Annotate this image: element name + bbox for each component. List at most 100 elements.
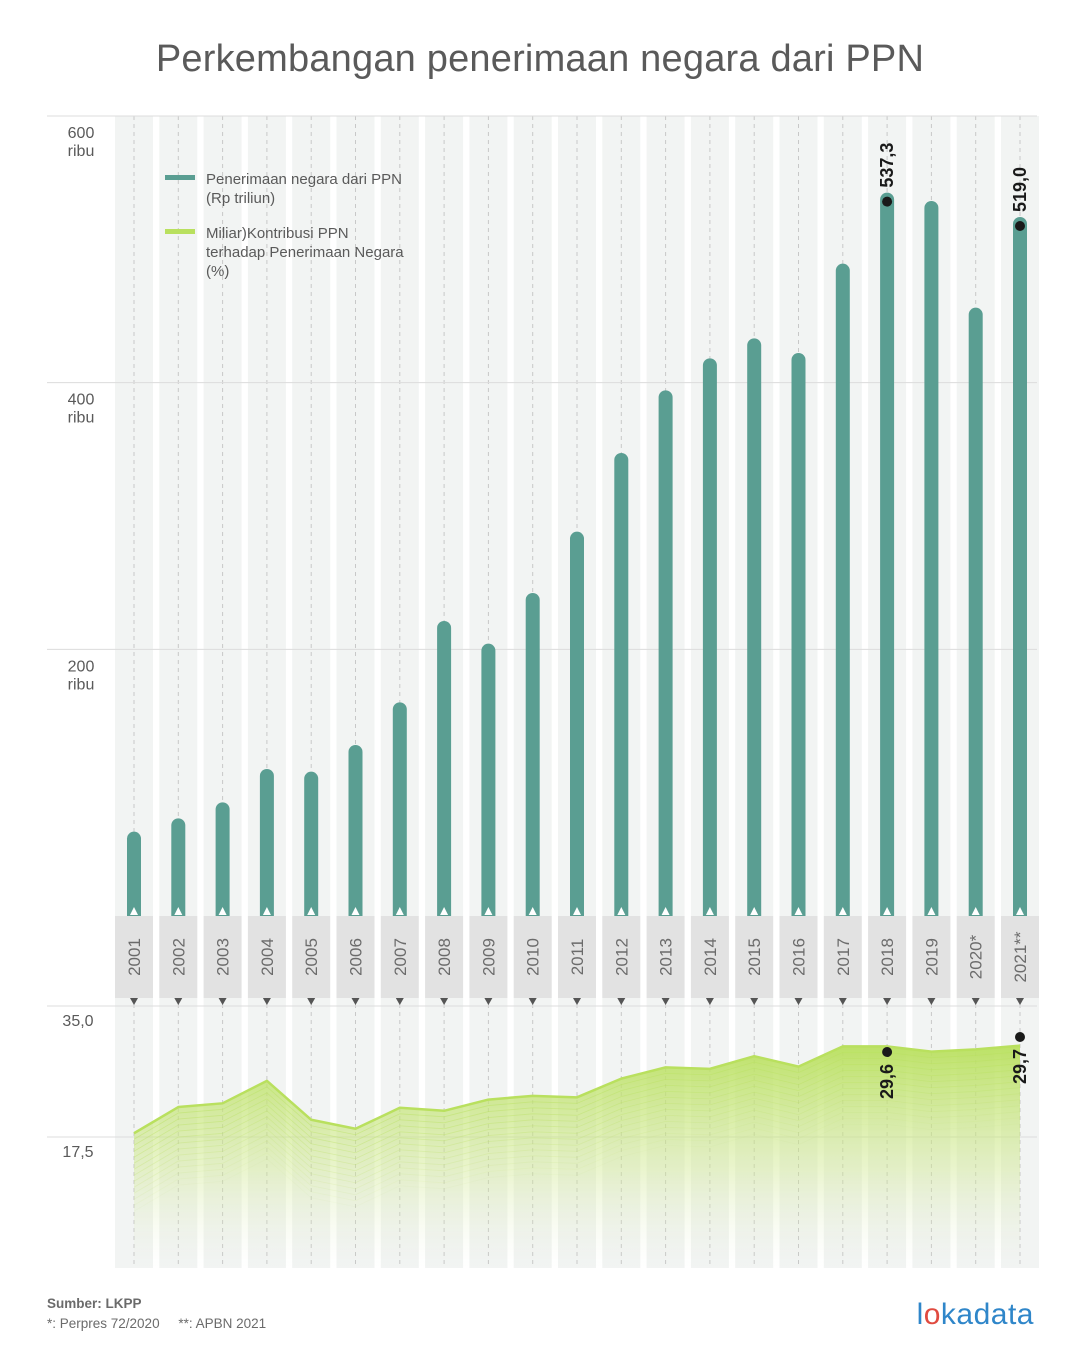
bar-marker-up bbox=[395, 907, 404, 915]
year-label: 2007 bbox=[391, 938, 410, 976]
year-marker-down bbox=[661, 998, 670, 1005]
legend-bar-label-2: (Rp triliun) bbox=[206, 190, 275, 207]
contribution-texture bbox=[133, 1117, 1021, 1206]
year-label: 2021** bbox=[1011, 931, 1030, 982]
bar-marker-up bbox=[218, 907, 227, 915]
year-cell bbox=[602, 916, 641, 998]
y-tick-label: 200 bbox=[68, 658, 95, 675]
bar-marker-up bbox=[750, 907, 759, 915]
year-marker-down bbox=[395, 998, 404, 1005]
revenue-bars bbox=[127, 192, 1027, 923]
bar-marker-up bbox=[971, 907, 980, 915]
year-label: 2015 bbox=[745, 938, 764, 976]
bar-marker-up bbox=[351, 907, 360, 915]
bar-marker-up bbox=[262, 907, 271, 915]
year-marker-down bbox=[351, 998, 360, 1005]
bar-marker-up bbox=[617, 907, 626, 915]
y-tick-label: 600 bbox=[68, 125, 95, 142]
contribution-texture bbox=[133, 1105, 1021, 1194]
contribution-texture bbox=[133, 1075, 1021, 1164]
contribution-texture bbox=[133, 1087, 1021, 1176]
legend-bar-label-1: Penerimaan negara dari PPN bbox=[206, 171, 402, 188]
y-tick-label: 17,5 bbox=[62, 1144, 93, 1161]
contribution-texture bbox=[133, 1099, 1021, 1188]
year-cell bbox=[115, 916, 153, 998]
bar-marker-up bbox=[661, 907, 670, 915]
year-label: 2012 bbox=[612, 938, 631, 976]
year-marker-down bbox=[573, 998, 581, 1005]
year-label: 2019 bbox=[922, 938, 941, 976]
bar-marker-up bbox=[794, 907, 803, 915]
y-tick-unit: ribu bbox=[68, 410, 95, 427]
year-cell bbox=[868, 916, 907, 998]
year-label: 2002 bbox=[169, 938, 188, 976]
year-cell bbox=[203, 916, 242, 998]
note-apbn: **: APBN 2021 bbox=[178, 1316, 267, 1331]
year-cell bbox=[735, 916, 774, 998]
contribution-area-fill bbox=[134, 1045, 1020, 1268]
year-cell bbox=[469, 916, 508, 998]
year-label: 2018 bbox=[878, 938, 897, 976]
contribution-texture bbox=[133, 1111, 1021, 1200]
annotation-value: 519,0 bbox=[1010, 167, 1030, 212]
year-label: 2004 bbox=[258, 938, 277, 976]
year-marker-down bbox=[218, 998, 227, 1005]
bar-marker-up bbox=[883, 907, 892, 915]
y-tick-label: 35,0 bbox=[62, 1013, 93, 1030]
bar-marker-up bbox=[307, 907, 316, 915]
year-cell bbox=[956, 916, 995, 998]
year-marker-down bbox=[262, 998, 271, 1005]
legend-line-label-1: Miliar)Kontribusi PPN bbox=[206, 225, 349, 242]
year-marker-down bbox=[130, 998, 138, 1005]
annotation-dot bbox=[882, 196, 893, 207]
year-label: 2020* bbox=[967, 934, 986, 979]
contribution-texture bbox=[133, 1093, 1021, 1182]
year-label: 2001 bbox=[125, 938, 144, 976]
year-cell bbox=[247, 916, 286, 998]
year-marker-down bbox=[971, 998, 980, 1005]
bar-marker-up bbox=[705, 907, 714, 915]
year-cell bbox=[513, 916, 552, 998]
annotation-dot bbox=[1015, 1032, 1025, 1042]
bar-marker-up bbox=[130, 907, 138, 915]
year-label: 2008 bbox=[435, 938, 454, 976]
year-band: 2001 2002 2003 2004 2005 2006 2007 2008 2009 2010… bbox=[115, 916, 1039, 1005]
legend-swatch-bar bbox=[165, 175, 195, 180]
year-label: 2009 bbox=[479, 938, 498, 976]
y-tick-unit: ribu bbox=[68, 676, 95, 693]
year-cell bbox=[425, 916, 464, 998]
y-tick-label: 400 bbox=[68, 392, 95, 409]
bar-marker-up bbox=[573, 907, 581, 915]
contribution-texture bbox=[133, 1081, 1021, 1170]
year-label: 2005 bbox=[302, 938, 321, 976]
annotation-value: 537,3 bbox=[877, 143, 897, 188]
year-cell bbox=[823, 916, 862, 998]
year-marker-down bbox=[440, 998, 449, 1005]
bar-marker-up bbox=[484, 907, 493, 915]
source-line: Sumber: LKPP bbox=[47, 1296, 142, 1311]
year-marker-down bbox=[705, 998, 714, 1005]
annotation-dot bbox=[882, 1047, 893, 1057]
year-marker-down bbox=[750, 998, 759, 1005]
year-cell bbox=[558, 916, 596, 998]
year-marker-down bbox=[484, 998, 493, 1005]
year-marker-down bbox=[927, 998, 936, 1005]
year-label: 2016 bbox=[790, 938, 809, 976]
year-label: 2003 bbox=[214, 938, 233, 976]
annotation-value: 29,6 bbox=[877, 1064, 897, 1099]
year-marker-down bbox=[883, 998, 892, 1005]
year-cell bbox=[779, 916, 818, 998]
lokadata-logo[interactable]: lokadata bbox=[916, 1298, 1034, 1331]
source-notes: *: Perpres 72/2020 **: APBN 2021 bbox=[47, 1316, 266, 1331]
year-cell bbox=[912, 916, 951, 998]
legend-swatch-line bbox=[165, 229, 195, 234]
year-label: 2006 bbox=[347, 938, 366, 976]
year-label: 2014 bbox=[701, 938, 720, 976]
year-marker-down bbox=[617, 998, 626, 1005]
year-marker-down bbox=[838, 998, 847, 1005]
bar-marker-up bbox=[1016, 907, 1024, 915]
year-label: 2013 bbox=[657, 938, 676, 976]
bar-marker-up bbox=[174, 907, 183, 915]
year-marker-down bbox=[1016, 998, 1024, 1005]
